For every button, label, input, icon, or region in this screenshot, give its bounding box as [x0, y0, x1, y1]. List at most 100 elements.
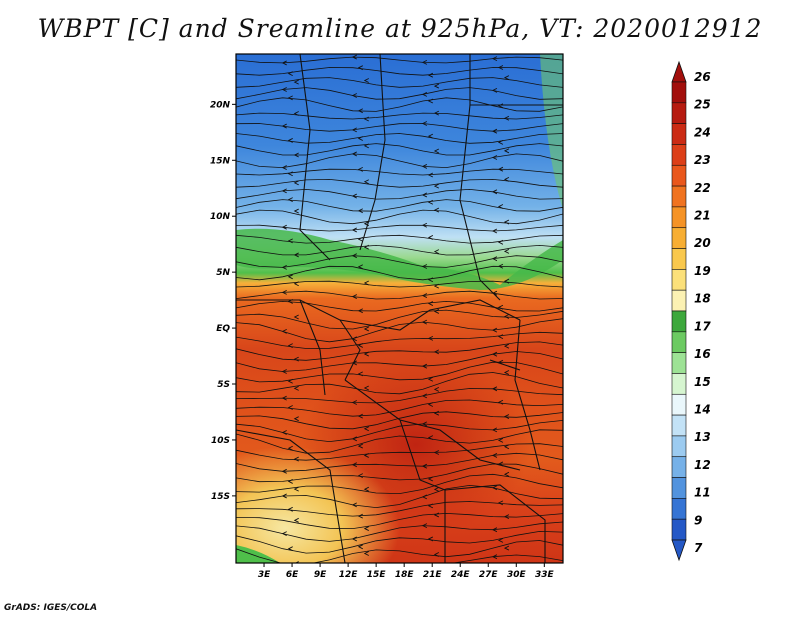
streamline-arrow	[491, 87, 498, 93]
streamline	[236, 56, 563, 64]
streamline-arrow	[491, 527, 498, 533]
streamline-arrow	[503, 248, 510, 254]
streamline-arrow	[357, 513, 363, 519]
streamline-arrow	[363, 179, 369, 185]
streamline-arrow	[433, 349, 440, 355]
streamline-arrow	[491, 128, 498, 134]
colorbar-bin	[671, 435, 687, 458]
streamline	[236, 372, 563, 395]
streamline-arrow	[427, 376, 434, 382]
streamline-arrow	[294, 561, 299, 563]
streamline-arrow	[281, 493, 287, 499]
streamline-arrow	[287, 238, 293, 244]
streamline-arrow	[497, 166, 504, 172]
colorbar-label: 20	[694, 236, 711, 250]
streamline-arrow	[281, 328, 287, 334]
streamline	[236, 512, 563, 530]
streamline-arrow	[491, 386, 498, 392]
lat-label: 15N	[210, 156, 231, 166]
streamline-arrow	[281, 123, 287, 129]
streamline-arrow	[497, 537, 504, 543]
colorbar-label: 25	[694, 98, 711, 112]
streamline-arrow	[293, 111, 299, 116]
colorbar-bin	[671, 248, 687, 270]
streamline-arrow	[293, 152, 299, 158]
streamline-arrow	[421, 494, 428, 500]
streamline-arrow	[433, 148, 440, 154]
streamline-arrow	[421, 293, 428, 298]
streamline-arrow	[491, 485, 498, 491]
streamline-arrow	[497, 399, 504, 405]
colorbar-bin	[671, 269, 687, 291]
streamline-arrow	[503, 545, 510, 551]
streamline-arrow	[433, 552, 440, 557]
streamline-arrow	[427, 335, 434, 341]
streamline-arrow	[497, 500, 504, 506]
streamline	[236, 473, 563, 495]
streamline	[236, 309, 563, 330]
map-frame	[235, 53, 564, 564]
streamline-arrow	[351, 536, 357, 542]
streamline	[236, 188, 563, 200]
streamline-arrow	[281, 188, 287, 194]
streamline-arrow	[363, 143, 369, 149]
footer-credit: GrADS: IGES/COLA	[4, 603, 98, 613]
streamline-arrow	[433, 410, 440, 416]
lat-label: 5S	[217, 380, 230, 390]
streamline-arrow	[503, 314, 510, 319]
streamline-arrow	[357, 544, 363, 550]
streamline	[236, 290, 563, 300]
streamline-arrow	[357, 343, 363, 348]
colorbar-bin	[671, 477, 687, 499]
streamline-arrow	[287, 445, 293, 451]
streamline-arrow	[423, 564, 427, 568]
streamline-arrow	[427, 98, 434, 104]
lon-label: 27E	[479, 570, 499, 580]
colorbar-bin	[671, 123, 687, 145]
colorbar-label: 12	[694, 458, 711, 472]
streamline-arrow	[363, 453, 369, 458]
streamline-arrow	[357, 443, 363, 449]
streamline-arrow	[287, 479, 293, 484]
colorbar-top-arrow	[671, 60, 687, 83]
colorbar-label: 16	[694, 347, 711, 361]
streamline-arrow	[491, 56, 498, 62]
streamline-arrow	[491, 327, 498, 333]
streamline-arrow	[287, 546, 293, 552]
lon-label: 21E	[423, 570, 443, 580]
streamline	[236, 420, 563, 443]
streamline-arrow	[497, 103, 504, 109]
streamline-arrow	[363, 78, 369, 83]
streamline-arrow	[351, 253, 357, 259]
colorbar-label: 17	[694, 319, 711, 333]
streamline-arrow	[433, 512, 440, 518]
streamline-arrow	[293, 456, 299, 462]
streamline	[236, 429, 563, 454]
streamline-arrow	[281, 369, 287, 374]
streamline-arrow	[427, 536, 434, 542]
streamline	[236, 411, 563, 430]
streamline-arrow	[421, 121, 428, 126]
colorbar-bottom-arrow	[671, 539, 687, 562]
streamline-arrow	[363, 116, 369, 122]
lon-label: 9E	[314, 570, 327, 580]
streamline-arrow	[421, 264, 428, 269]
streamline-arrow	[281, 468, 287, 474]
lon-label: 12E	[339, 570, 359, 580]
streamline	[236, 143, 563, 156]
streamline-arrow	[503, 414, 510, 419]
colorbar-label: 7	[694, 541, 703, 555]
lon-label: 6E	[286, 570, 299, 580]
streamline	[236, 224, 563, 232]
streamline-arrow	[281, 430, 287, 435]
streamline	[236, 530, 563, 554]
streamline-arrow	[357, 236, 363, 242]
colorbar-label: 18	[694, 292, 711, 306]
lat-label: 5N	[216, 268, 230, 278]
streamline-arrow	[293, 385, 299, 391]
streamline-arrow	[491, 351, 498, 357]
streamline-arrow	[357, 308, 363, 314]
colorbar-bin	[671, 185, 687, 208]
colorbar-bin	[671, 373, 687, 395]
streamline-arrow	[491, 189, 498, 195]
